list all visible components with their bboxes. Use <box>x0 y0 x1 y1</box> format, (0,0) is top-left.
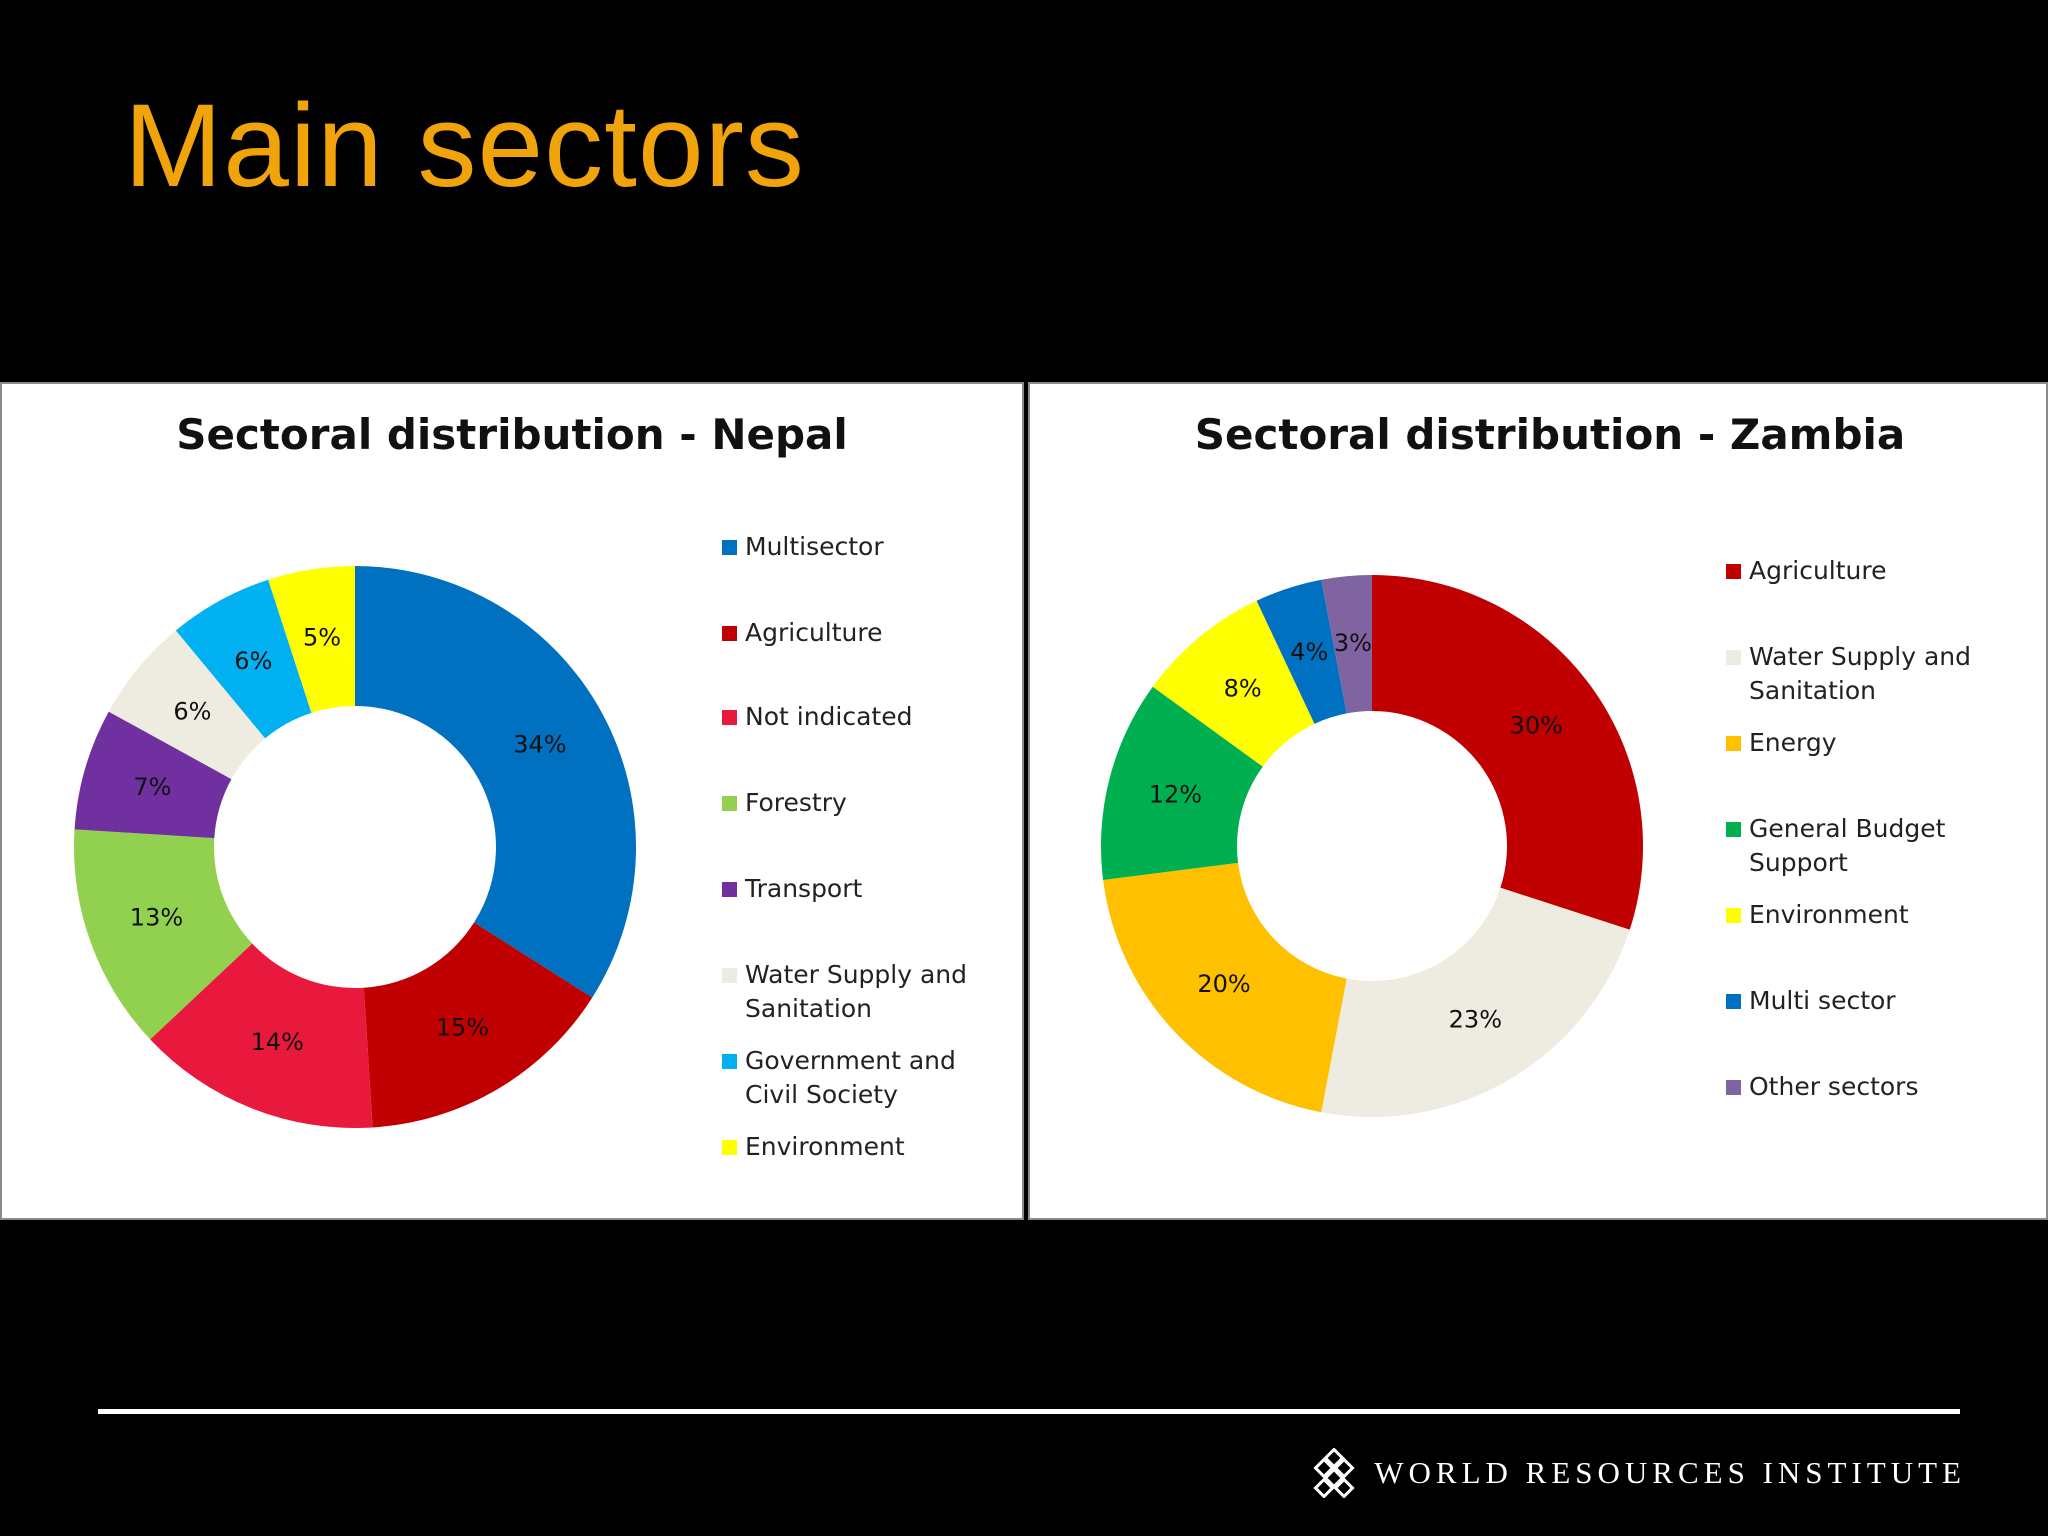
slice-multisector <box>355 566 636 998</box>
legend-swatch <box>1726 822 1741 837</box>
legend-swatch <box>1726 736 1741 751</box>
slice-multi-sector <box>1256 579 1347 724</box>
slice-label-energy: 20% <box>1197 970 1250 998</box>
slice-label-water-supply-and-sanitation: 23% <box>1449 1006 1502 1034</box>
legend-item-government-and-civil-society: Government and Civil Society <box>722 1044 1012 1112</box>
legend-item-environment: Environment <box>1726 898 2036 932</box>
chart-panel-nepal: Sectoral distribution - Nepal 34% 15% 14% 1… <box>0 382 1024 1220</box>
slice-not-indicated <box>150 943 373 1128</box>
legend-item-general-budget-support: General Budget Support <box>1726 812 2036 880</box>
slice-forestry <box>74 829 253 1040</box>
slice-label-transport: 7% <box>133 773 171 801</box>
legend-swatch <box>722 882 737 897</box>
slice-label-not-indicated: 14% <box>251 1028 304 1056</box>
wri-logo-icon <box>1313 1448 1355 1498</box>
legend-swatch <box>1726 994 1741 1009</box>
legend-swatch <box>722 626 737 641</box>
slice-water-supply-and-sanitation <box>108 630 266 780</box>
slice-environment <box>1152 600 1315 767</box>
slice-transport <box>74 711 232 839</box>
legend-swatch <box>1726 1080 1741 1095</box>
legend-swatch <box>722 796 737 811</box>
slice-label-forestry: 13% <box>130 903 183 931</box>
legend-label: Transport <box>745 874 863 903</box>
legend-swatch <box>722 540 737 555</box>
legend-item-multisector: Multisector <box>722 530 1012 564</box>
legend-swatch <box>1726 650 1741 665</box>
legend-item-water-supply-and-sanitation: Water Supply and Sanitation <box>1726 640 2036 708</box>
chart-title-nepal: Sectoral distribution - Nepal <box>176 410 848 459</box>
legend-item-transport: Transport <box>722 872 1012 906</box>
legend-label: Not indicated <box>745 702 913 731</box>
legend-item-forestry: Forestry <box>722 786 1012 820</box>
slice-label-environment: 8% <box>1224 675 1262 703</box>
legend-label: Energy <box>1749 728 1837 757</box>
legend-label: Agriculture <box>1749 556 1887 585</box>
slice-label-general-budget-support: 12% <box>1149 781 1202 809</box>
slice-label-agriculture: 15% <box>436 1014 489 1042</box>
slice-environment <box>268 566 355 713</box>
legend-item-agriculture: Agriculture <box>1726 554 2036 588</box>
legend-item-multi-sector: Multi sector <box>1726 984 2036 1018</box>
slice-label-water-supply-and-sanitation: 6% <box>173 698 211 726</box>
legend-label: Other sectors <box>1749 1072 1919 1101</box>
footer-logo: WORLD RESOURCES INSTITUTE <box>1310 1448 1966 1498</box>
legend-swatch <box>1726 564 1741 579</box>
legend-label: Government and Civil Society <box>745 1046 956 1109</box>
legend-item-water-supply-and-sanitation: Water Supply and Sanitation <box>722 958 1012 1026</box>
legend-label: Forestry <box>745 788 847 817</box>
legend-item-environment: Environment <box>722 1130 1012 1164</box>
slice-agriculture <box>363 922 593 1128</box>
footer-org-name: WORLD RESOURCES INSTITUTE <box>1374 1455 1966 1490</box>
slide-title: Main sectors <box>124 80 805 212</box>
legend-label: Water Supply and Sanitation <box>1749 642 1972 705</box>
slice-government-and-civil-society <box>175 579 312 739</box>
slice-energy <box>1103 862 1347 1113</box>
legend-label: General Budget Support <box>1749 814 1946 877</box>
slice-agriculture <box>1372 575 1643 930</box>
legend-swatch <box>722 968 737 983</box>
legend-swatch <box>722 1140 737 1155</box>
slice-label-other-sectors: 3% <box>1334 629 1372 657</box>
legend-item-energy: Energy <box>1726 726 2036 760</box>
chart-title-zambia: Sectoral distribution - Zambia <box>1194 410 1906 459</box>
legend-swatch <box>722 1054 737 1069</box>
slice-label-multi-sector: 4% <box>1290 638 1328 666</box>
legend-item-other-sectors: Other sectors <box>1726 1070 2036 1104</box>
legend-label: Agriculture <box>745 618 883 647</box>
donut-chart-zambia: 30% 23% 20% 12% 8% 4% 3% <box>1101 575 1643 1117</box>
legend-swatch <box>1726 908 1741 923</box>
donut-chart-nepal: 34% 15% 14% 13% 7% 6% 6% 5% <box>74 566 636 1128</box>
legend-label: Environment <box>745 1132 905 1161</box>
legend-swatch <box>722 710 737 725</box>
legend-label: Environment <box>1749 900 1909 929</box>
slice-label-multisector: 34% <box>513 730 566 758</box>
slice-general-budget-support <box>1101 686 1263 880</box>
chart-panel-zambia: Sectoral distribution - Zambia 30% 23% 20%… <box>1028 382 2048 1220</box>
slice-water-supply-and-sanitation <box>1321 887 1630 1117</box>
slice-label-government-and-civil-society: 6% <box>234 647 272 675</box>
legend-label: Multisector <box>745 532 884 561</box>
footer-divider <box>98 1409 1960 1414</box>
legend-label: Multi sector <box>1749 986 1896 1015</box>
legend-item-agriculture: Agriculture <box>722 616 1012 650</box>
legend-label: Water Supply and Sanitation <box>745 960 968 1023</box>
slice-other-sectors <box>1321 575 1372 714</box>
slice-label-agriculture: 30% <box>1510 712 1563 740</box>
legend-item-not-indicated: Not indicated <box>722 700 1012 734</box>
slice-label-environment: 5% <box>303 624 341 652</box>
